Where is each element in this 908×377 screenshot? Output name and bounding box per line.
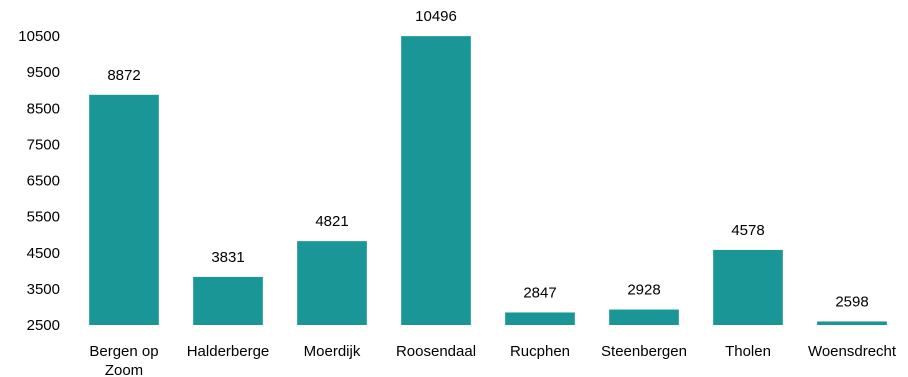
data-label: 2847: [523, 284, 556, 301]
y-tick-label: 2500: [27, 317, 60, 334]
bar: [297, 241, 367, 325]
data-labels: 8872 3831 4821 10496 2847 2928 4578 2598: [107, 8, 868, 310]
data-label: 4578: [731, 222, 764, 239]
x-category-label: Bergen op Zoom: [89, 343, 158, 377]
data-label: 8872: [107, 67, 140, 84]
x-category-label: Steenbergen: [601, 343, 687, 360]
data-label: 3831: [211, 249, 244, 266]
x-category-label-line: Zoom: [105, 362, 143, 377]
x-category-label-line: Halderberge: [187, 343, 270, 360]
data-label: 2928: [627, 282, 660, 299]
x-category-label: Moerdijk: [304, 343, 361, 360]
x-category-label-line: Tholen: [725, 343, 771, 360]
y-tick-label: 10500: [18, 28, 60, 45]
y-tick-label: 7500: [27, 136, 60, 153]
x-axis: Bergen op Zoom Halderberge Moerdijk Roosenda…: [89, 343, 896, 377]
bar: [193, 276, 263, 325]
x-category-label-line: Steenbergen: [601, 343, 687, 360]
data-label: 4821: [315, 213, 348, 230]
x-category-label-line: Moerdijk: [304, 343, 361, 360]
x-category-label: Halderberge: [187, 343, 270, 360]
x-category-label-line: Woensdrecht: [808, 343, 897, 360]
x-category-label-line: Rucphen: [510, 343, 570, 360]
x-category-label: Rucphen: [510, 343, 570, 360]
x-category-label: Woensdrecht: [808, 343, 897, 360]
y-tick-label: 6500: [27, 173, 60, 190]
bars: [89, 36, 887, 326]
x-category-label-line: Roosendaal: [396, 343, 476, 360]
x-category-label: Roosendaal: [396, 343, 476, 360]
y-tick-label: 8500: [27, 100, 60, 117]
bar: [817, 321, 887, 325]
y-tick-label: 9500: [27, 64, 60, 81]
x-category-label-line: Bergen op: [89, 343, 158, 360]
y-axis: 2500 3500 4500 5500 6500 7500 8500 9500 10500: [18, 28, 60, 334]
y-tick-label: 3500: [27, 281, 60, 298]
bar: [505, 312, 575, 325]
x-category-label: Tholen: [725, 343, 771, 360]
bar: [609, 309, 679, 325]
bar: [401, 36, 471, 325]
bar: [89, 94, 159, 326]
data-label: 10496: [415, 8, 457, 25]
y-tick-label: 5500: [27, 209, 60, 226]
data-label: 2598: [835, 293, 868, 310]
bar: [713, 249, 783, 325]
y-tick-label: 4500: [27, 245, 60, 262]
